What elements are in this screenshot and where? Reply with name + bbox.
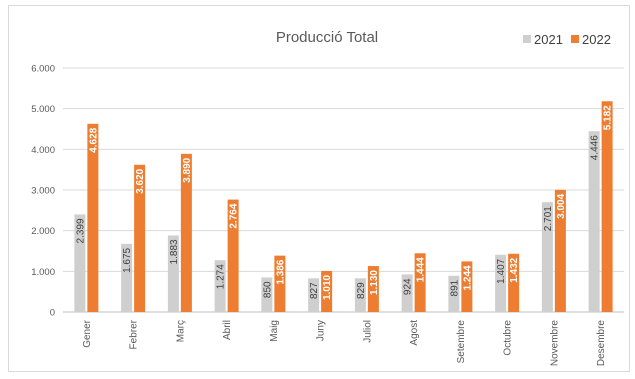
chart-frame: 0 1.000 2.000 3.000 4.000 5.000 6.000 2.399 4.6… [8,5,630,372]
y-tick-label: 0 [50,308,55,319]
data-label-2021: 2.701 [543,206,554,231]
bar-2021-maig [261,277,273,312]
data-label-2022: 1.010 [322,274,333,299]
bar-2021-juliol [354,278,366,312]
legend: 2021 2022 [523,32,611,47]
x-axis-categories: Gener Febrer Març Abril Maig Juny Juliol Agost S… [82,319,607,366]
data-label-2022: 1.432 [509,257,520,282]
data-label-2022: 4.628 [88,127,99,152]
bar-2022-juny [321,270,333,312]
bars [74,101,613,312]
bar-2022-febrer [134,164,146,312]
bar-2022-setembre [461,261,473,312]
data-label-2022: 1.130 [369,270,380,295]
x-tick-label: Setembre [456,320,467,364]
bar-2022-març [180,153,192,312]
data-label-2021: 1.274 [216,264,227,289]
bar-2021-abril [214,260,226,312]
data-label-2022: 1.244 [462,265,473,290]
data-labels: 2.399 4.628 1.675 3.620 1.883 3.890 1.274 2.764… [75,105,613,300]
y-tick-label: 2.000 [31,226,55,237]
data-label-2022: 3.004 [556,193,567,218]
bar-2022-juliol [367,266,379,312]
legend-label-2022: 2022 [582,32,611,47]
bar-2022-maig [274,255,286,312]
bar-2021-febrer [121,243,133,312]
x-tick-label: Abril [222,320,233,340]
data-label-2022: 3.620 [135,168,146,193]
data-label-2022: 2.764 [229,203,240,228]
bar-2021-desembre [588,131,600,312]
x-tick-label: Maig [269,320,280,342]
y-tick-label: 3.000 [31,186,55,197]
y-tick-label: 4.000 [31,145,55,156]
y-tick-label: 6.000 [31,64,55,75]
data-label-2021: 1.675 [122,247,133,272]
data-label-2022: 1.444 [416,257,427,282]
bar-chart: 0 1.000 2.000 3.000 4.000 5.000 6.000 2.399 4.6… [31,29,624,366]
bar-2021-novembre [541,202,553,312]
data-label-2022: 3.890 [182,157,193,182]
data-label-2021: 924 [403,278,414,295]
data-label-2021: 891 [449,279,460,296]
data-label-2021: 4.446 [590,135,601,160]
x-tick-label: Març [175,320,186,342]
data-label-2021: 829 [356,282,367,299]
bar-2022-abril [227,199,239,312]
x-tick-label: Febrer [129,319,140,349]
x-tick-label: Novembre [549,320,560,367]
y-tick-label: 5.000 [31,104,55,115]
bar-2022-novembre [554,189,566,312]
x-tick-label: Desembre [596,320,607,367]
x-tick-label: Agost [409,320,420,346]
bar-2022-agost [414,253,426,312]
data-label-2021: 2.399 [75,218,86,243]
x-tick-label: Juliol [362,320,373,343]
y-tick-label: 1.000 [31,267,55,278]
data-label-2021: 1.883 [169,239,180,264]
bar-2021-març [167,235,179,312]
legend-swatch-2021 [523,35,531,43]
bar-2022-octubre [508,253,520,312]
bar-2021-agost [401,274,413,312]
bar-2022-gener [87,123,99,312]
x-tick-label: Juny [316,320,327,341]
data-label-2021: 1.407 [496,258,507,283]
legend-label-2021: 2021 [534,32,563,47]
y-axis-ticks: 0 1.000 2.000 3.000 4.000 5.000 6.000 [31,64,55,319]
bar-2021-juny [308,278,320,312]
data-label-2022: 1.386 [275,259,286,284]
gridlines [63,67,624,313]
x-tick-label: Octubre [503,320,514,356]
chart-title: Producció Total [276,29,378,46]
legend-swatch-2022 [571,35,579,43]
bar-2021-setembre [448,275,460,312]
bar-2022-desembre [601,101,613,312]
data-label-2022: 5.182 [603,105,614,130]
bar-2021-octubre [495,254,507,312]
bar-2021-gener [74,214,86,312]
data-label-2021: 827 [309,282,320,299]
x-tick-label: Gener [82,319,93,347]
data-label-2021: 850 [262,281,273,298]
